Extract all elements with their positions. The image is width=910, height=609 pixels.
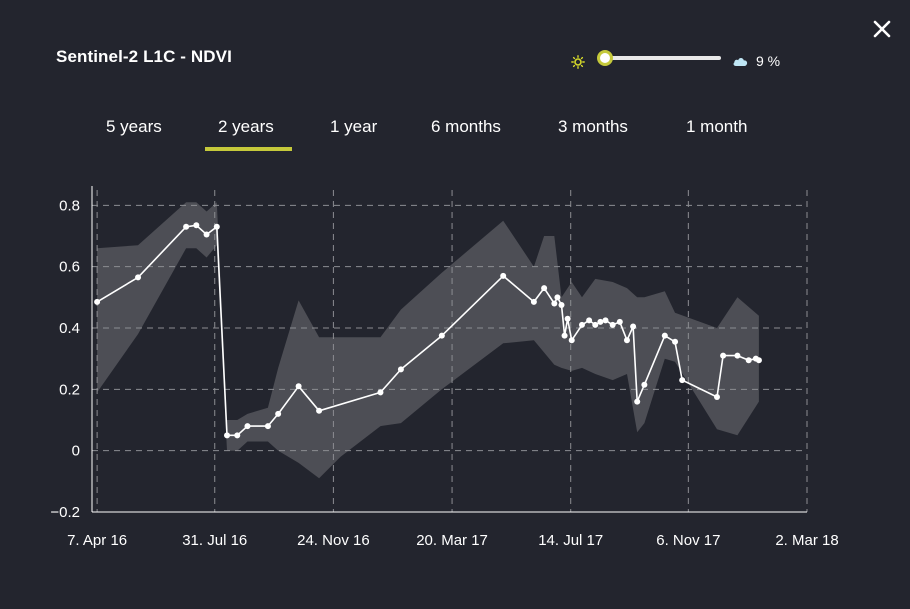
ndvi-data-point xyxy=(661,332,668,339)
ndvi-data-point xyxy=(275,410,282,417)
x-tick-label: 20. Mar 17 xyxy=(416,532,488,549)
ndvi-data-point xyxy=(541,285,548,292)
cloud-icon xyxy=(733,58,748,66)
ndvi-data-point xyxy=(135,274,142,281)
ndvi-data-point xyxy=(397,366,404,373)
ndvi-data-point xyxy=(568,337,575,344)
ndvi-data-point xyxy=(213,223,220,230)
x-tick-label: 7. Apr 16 xyxy=(67,532,127,549)
ndvi-data-point xyxy=(586,317,593,324)
ndvi-data-point xyxy=(609,321,616,328)
ndvi-data-point xyxy=(377,389,384,396)
tab-2-years[interactable]: 2 years xyxy=(218,117,274,136)
x-tick-label: 31. Jul 16 xyxy=(182,532,247,549)
ndvi-data-point xyxy=(244,423,251,430)
ndvi-data-point xyxy=(193,222,200,229)
ndvi-data-point xyxy=(224,432,231,439)
ndvi-data-point xyxy=(672,338,679,345)
ndvi-data-point xyxy=(720,352,727,359)
ndvi-data-point xyxy=(561,332,568,339)
x-tick-label: 24. Nov 16 xyxy=(297,532,370,549)
y-tick-label: −0.2 xyxy=(50,504,80,521)
ndvi-data-point xyxy=(641,381,648,388)
ndvi-data-point xyxy=(734,352,741,359)
ndvi-data-point xyxy=(558,302,565,308)
x-tick-label: 2. Mar 18 xyxy=(775,532,838,549)
ndvi-data-point xyxy=(616,318,623,325)
ndvi-data-point xyxy=(295,383,302,390)
ndvi-data-point xyxy=(679,377,686,384)
ndvi-data-point xyxy=(438,332,445,339)
ndvi-data-point xyxy=(551,300,558,307)
y-tick-label: 0.6 xyxy=(59,259,80,276)
active-tab-indicator xyxy=(205,147,292,151)
cloud-coverage-value: 9 % xyxy=(756,53,781,69)
cloud-coverage-slider[interactable] xyxy=(600,56,721,60)
y-tick-label: 0 xyxy=(72,443,80,460)
time-range-tabs: 5 years 2 years 1 year 6 months 3 months… xyxy=(0,117,910,157)
ndvi-data-point xyxy=(530,298,537,305)
ndvi-data-point xyxy=(264,423,271,430)
ndvi-data-point xyxy=(713,394,720,400)
sun-icon xyxy=(571,55,585,69)
ndvi-data-point xyxy=(634,398,641,405)
tab-5-years[interactable]: 5 years xyxy=(106,117,162,136)
y-tick-label: 0.4 xyxy=(59,320,80,337)
ndvi-data-point xyxy=(755,357,762,364)
tab-6-months[interactable]: 6 months xyxy=(431,117,501,136)
ndvi-data-point xyxy=(234,432,241,439)
y-tick-label: 0.2 xyxy=(59,381,80,398)
x-tick-label: 6. Nov 17 xyxy=(656,532,720,549)
close-icon xyxy=(873,20,891,38)
tab-3-months[interactable]: 3 months xyxy=(558,117,628,136)
ndvi-data-point xyxy=(630,323,637,330)
close-button[interactable] xyxy=(870,17,894,41)
ndvi-data-point xyxy=(203,231,210,238)
ndvi-data-point xyxy=(564,315,571,322)
ndvi-range-band xyxy=(97,202,759,479)
ndvi-data-point xyxy=(592,321,599,328)
tab-1-year[interactable]: 1 year xyxy=(330,117,378,136)
ndvi-data-point xyxy=(623,337,630,344)
y-tick-label: 0.8 xyxy=(59,197,80,214)
ndvi-data-point xyxy=(500,272,507,279)
tab-1-month[interactable]: 1 month xyxy=(686,117,748,136)
ndvi-data-point xyxy=(597,318,604,325)
ndvi-data-point xyxy=(578,321,585,328)
panel-title: Sentinel-2 L1C - NDVI xyxy=(56,47,232,66)
ndvi-data-point xyxy=(602,317,609,324)
ndvi-data-point xyxy=(94,298,101,305)
ndvi-data-point xyxy=(554,294,561,301)
x-tick-label: 14. Jul 17 xyxy=(538,532,603,549)
ndvi-data-point xyxy=(183,223,190,230)
slider-handle[interactable] xyxy=(597,50,613,66)
ndvi-data-point xyxy=(316,407,323,414)
ndvi-data-point xyxy=(745,357,752,364)
